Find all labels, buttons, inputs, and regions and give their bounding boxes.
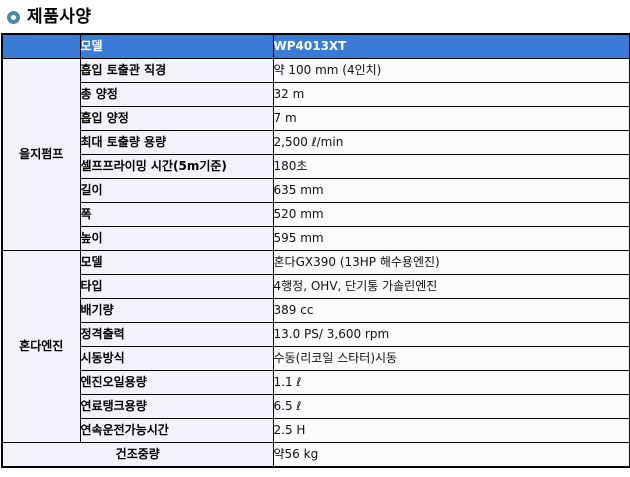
spec-label-cell: 배기량 [79,298,274,323]
table-row: 높이 595 mm [2,226,630,251]
spec-label-cell: 흡입 양정 [79,106,274,131]
group-label-cell: 을지펌프 [1,58,81,251]
spec-value-cell: 6.5 ℓ [272,394,630,419]
spec-value-cell: 7 m [272,106,630,131]
table-row: 배기량 389 cc [2,298,630,323]
table-row: 길이 635 mm [2,178,630,203]
table-row: 연료탱크용량 6.5 ℓ [2,394,630,419]
spec-label-cell: 길이 [79,178,274,203]
spec-label-cell: 타입 [79,274,274,299]
spec-value-cell: 520 mm [272,202,630,227]
spec-label-cell: 엔진오일용량 [79,370,274,395]
spec-label-cell: 총 양정 [79,82,274,107]
header-label-cell: 모델 [79,33,274,59]
footer-value-cell: 약56 kg [272,442,630,468]
spec-label-cell: 폭 [79,202,274,227]
spec-label-cell: 정격출력 [79,322,274,347]
table-row: 폭 520 mm [2,202,630,227]
page-title: 제품사양 [27,6,92,27]
footer-label-cell: 건조중량 [1,442,274,468]
table-row: 시동방식 수동(리코일 스타터)시동 [2,346,630,371]
table-row: 타입 4행정, OHV, 단기통 가솔린엔진 [2,274,630,299]
spec-label-cell: 흡입 토출관 직경 [79,58,274,83]
spec-value-cell: 4행정, OHV, 단기통 가솔린엔진 [272,274,630,299]
table-row: 혼다엔진 모델 혼다GX390 (13HP 해수용엔진) [1,250,630,443]
spec-value-cell: 32 m [272,82,630,107]
spec-label-cell: 연속운전가능시간 [79,418,274,443]
spec-value-cell: 13.0 PS/ 3,600 rpm [272,322,630,347]
spec-label-cell: 높이 [79,226,274,251]
spec-label-cell: 연료탱크용량 [79,394,274,419]
table-footer-row: 건조중량 약56 kg [1,442,630,468]
header-value-cell: WP4013XT [272,33,630,59]
spec-value-cell: 약 100 mm (4인치) [272,58,630,83]
section-title-row: 제품사양 [0,0,630,33]
spec-value-cell: 2.5 H [272,418,630,443]
spec-value-cell: 180초 [272,154,630,179]
spec-value-cell: 2,500 ℓ/min [272,130,630,155]
spec-value-cell: 595 mm [272,226,630,251]
group-label-cell: 혼다엔진 [1,250,81,443]
spec-label-cell: 시동방식 [79,346,274,371]
spec-label-cell: 모델 [79,250,274,275]
spec-value-cell: 1.1 ℓ [272,370,630,395]
ring-bullet-icon [7,10,20,24]
spec-label-cell: 최대 토출량 용량 [79,130,274,155]
spec-table: 모델 WP4013XT 을지펌프 흡입 토출관 직경 약 100 mm (4인치) 총… [1,33,630,468]
table-header-row: 모델 WP4013XT [1,33,630,59]
table-row: 엔진오일용량 1.1 ℓ [2,370,630,395]
table-row: 셀프프라이밍 시간(5m기준) 180초 [2,154,630,179]
table-row: 연속운전가능시간 2.5 H [2,418,630,443]
table-row: 총 양정 32 m [2,82,630,107]
spec-value-cell: 수동(리코일 스타터)시동 [272,346,630,371]
table-row: 최대 토출량 용량 2,500 ℓ/min [2,130,630,155]
header-group-cell [1,33,81,59]
spec-value-cell: 389 cc [272,298,630,323]
spec-value-cell: 혼다GX390 (13HP 해수용엔진) [272,250,630,275]
spec-value-cell: 635 mm [272,178,630,203]
table-row: 정격출력 13.0 PS/ 3,600 rpm [2,322,630,347]
table-row: 흡입 양정 7 m [2,106,630,131]
spec-label-cell: 셀프프라이밍 시간(5m기준) [79,154,274,179]
table-row: 을지펌프 흡입 토출관 직경 약 100 mm (4인치) [1,58,630,251]
